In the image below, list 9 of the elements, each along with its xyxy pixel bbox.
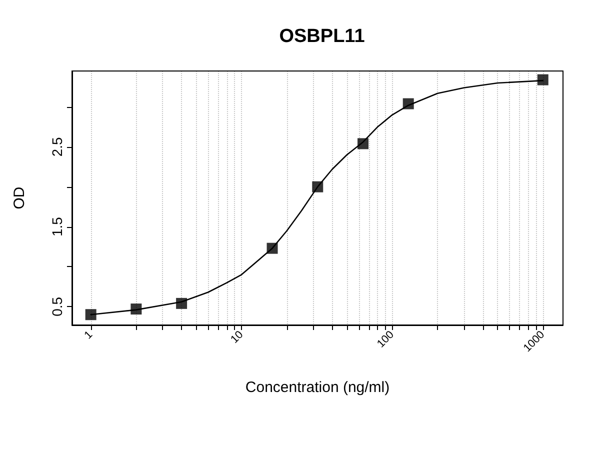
chart-title: OSBPL11 [279,26,366,47]
x-tick-label: 100 [374,328,396,350]
x-tick-label: 1 [82,328,96,342]
y-tick-label: 0.5 [49,296,65,316]
y-axis-title: OD [11,186,28,210]
x-axis-title: Concentration (ng/ml) [245,379,390,396]
x-tick-label: 10 [228,328,246,346]
y-tick-label: 2.5 [49,136,65,157]
y-tick-label: 1.5 [49,216,65,236]
